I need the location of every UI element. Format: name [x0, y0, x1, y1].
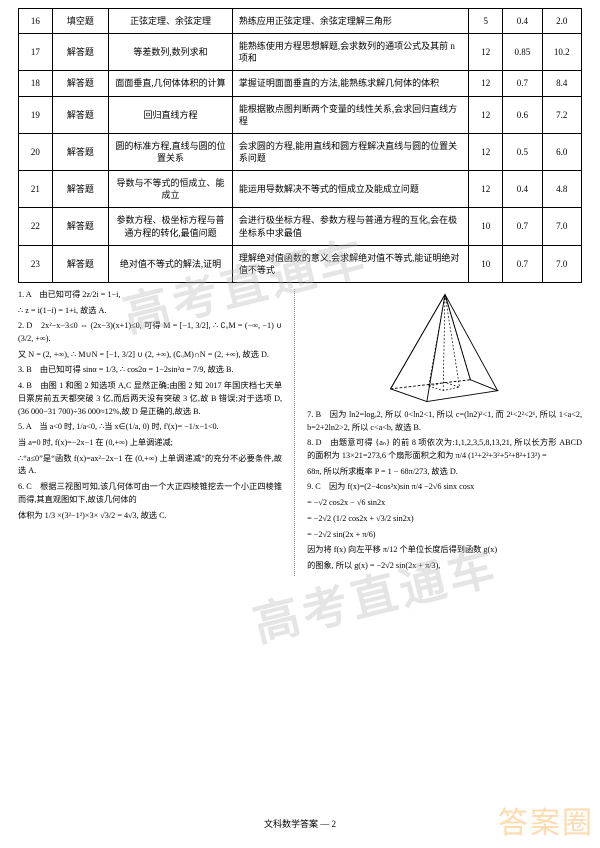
- solution-line: = −√2 cos2x − √6 sin2x: [307, 497, 582, 510]
- solution-line: 6. C 根据三视图可知,该几何体可由一个大正四棱锥挖去一个小正四棱锥而得,其直…: [18, 481, 282, 506]
- table-cell: 7.0: [542, 208, 581, 245]
- table-cell: 21: [19, 171, 53, 208]
- table-cell: 回归直线方程: [109, 96, 233, 133]
- corner-stamp: 答案圈: [498, 798, 594, 842]
- table-cell: 解答题: [52, 133, 108, 170]
- table-cell: 0.4: [503, 171, 542, 208]
- table-cell: 圆的标准方程,直线与圆的位置关系: [109, 133, 233, 170]
- table-cell: 0.85: [503, 34, 542, 71]
- solution-line: = −2√2 (1/2 cos2x + √3/2 sin2x): [307, 513, 582, 526]
- solution-line: 7. B 因为 ln2=logₑ2, 所以 0<ln2<1, 所以 c=(ln2…: [307, 409, 582, 434]
- solution-line: 5. A 当 a<0 时, 1/a<0, ∴当 x∈(1/a, 0) 时, f'…: [18, 421, 282, 434]
- table-cell: 填空题: [52, 9, 108, 34]
- solution-line: 4. B 由图 1 和图 2 知选项 A,C 显然正确;由图 2 知 2017 …: [18, 380, 282, 418]
- table-cell: 熟练应用正弦定理、余弦定理解三角形: [232, 9, 468, 34]
- table-row: 18解答题面面垂直,几何体体积的计算掌握证明面面垂直的方法,能熟练求解几何体的体…: [19, 71, 582, 96]
- solution-line: 因为将 f(x) 向左平移 π/12 个单位长度后得到函数 g(x): [307, 544, 582, 557]
- table-cell: 7.2: [542, 96, 581, 133]
- table-cell: 5: [469, 9, 503, 34]
- table-cell: 12: [469, 171, 503, 208]
- table-cell: 18: [19, 71, 53, 96]
- specification-table: 16填空题正弦定理、余弦定理熟练应用正弦定理、余弦定理解三角形50.42.017…: [18, 8, 582, 283]
- solution-line: 1. A 由已知可得 2z/2i = 1−i,: [18, 289, 282, 302]
- solutions-column-right: 7. B 因为 ln2=logₑ2, 所以 0<ln2<1, 所以 c=(ln2…: [307, 289, 582, 576]
- table-cell: 会求圆的方程,能用直线和圆方程解决直线与圆的位置关系问题: [232, 133, 468, 170]
- solution-line: ∴ z = i(1−i) = 1+i, 故选 A.: [18, 305, 282, 318]
- table-cell: 16: [19, 9, 53, 34]
- table-cell: 绝对值不等式的解法,证明: [109, 245, 233, 282]
- table-row: 17解答题等差数列,数列求和能熟练使用方程思想解题,会求数列的通项公式及其前 n…: [19, 34, 582, 71]
- table-cell: 会进行极坐标方程、参数方程与普通方程的互化,会在极坐标系中求最值: [232, 208, 468, 245]
- table-cell: 掌握证明面面垂直的方法,能熟练求解几何体的体积: [232, 71, 468, 96]
- table-row: 20解答题圆的标准方程,直线与圆的位置关系会求圆的方程,能用直线和圆方程解决直线…: [19, 133, 582, 170]
- table-row: 23解答题绝对值不等式的解法,证明理解绝对值函数的意义,会求解绝对值不等式,能证…: [19, 245, 582, 282]
- solution-line: ∴“a≤0”是“函数 f(x)=ax²−2x−1 在 (0,+∞) 上单调递减”…: [18, 453, 282, 478]
- solution-line: 68π, 所以所求概率 P = 1 − 68π/273, 故选 D.: [307, 466, 582, 479]
- table-cell: 7.0: [542, 245, 581, 282]
- table-cell: 20: [19, 133, 53, 170]
- table-cell: 解答题: [52, 245, 108, 282]
- table-cell: 17: [19, 34, 53, 71]
- table-cell: 0.7: [503, 208, 542, 245]
- table-cell: 等差数列,数列求和: [109, 34, 233, 71]
- solution-line: 9. C 因为 f(x)=(2−4cos²x)sin π/4 −2√6 sinx…: [307, 481, 582, 494]
- table-cell: 能根据散点图判断两个变量的线性关系,会求回归直线方程: [232, 96, 468, 133]
- column-divider: [294, 289, 295, 576]
- table-cell: 12: [469, 96, 503, 133]
- table-cell: 22: [19, 208, 53, 245]
- solution-line: 2. D 2x²−x−3≤0 ⇔ (2x−3)(x+1)≤0, 可得 M = […: [18, 320, 282, 345]
- table-cell: 23: [19, 245, 53, 282]
- table-cell: 解答题: [52, 71, 108, 96]
- table-cell: 面面垂直,几何体体积的计算: [109, 71, 233, 96]
- table-cell: 正弦定理、余弦定理: [109, 9, 233, 34]
- table-cell: 12: [469, 133, 503, 170]
- table-cell: 6.0: [542, 133, 581, 170]
- solution-line: 的图象, 所以 g(x) = −2√2 sin(2x + π/3),: [307, 560, 582, 573]
- table-cell: 解答题: [52, 208, 108, 245]
- table-cell: 4.8: [542, 171, 581, 208]
- table-cell: 导数与不等式的恒成立、能成立: [109, 171, 233, 208]
- solution-line: 当 a=0 时, f(x)=−2x−1 在 (0,+∞) 上单调递减;: [18, 437, 282, 450]
- table-cell: 0.6: [503, 96, 542, 133]
- table-cell: 2.0: [542, 9, 581, 34]
- table-cell: 8.4: [542, 71, 581, 96]
- table-cell: 0.7: [503, 245, 542, 282]
- table-cell: 能熟练使用方程思想解题,会求数列的通项公式及其前 n 项和: [232, 34, 468, 71]
- table-row: 19解答题回归直线方程能根据散点图判断两个变量的线性关系,会求回归直线方程120…: [19, 96, 582, 133]
- page: 16填空题正弦定理、余弦定理熟练应用正弦定理、余弦定理解三角形50.42.017…: [0, 0, 600, 576]
- table-row: 21解答题导数与不等式的恒成立、能成立能运用导数解决不等式的恒成立及能成立问题1…: [19, 171, 582, 208]
- solution-line: 又 N = (2, +∞), ∴ M∪N = [−1, 3/2] ∪ (2, +…: [18, 349, 282, 362]
- table-row: 16填空题正弦定理、余弦定理熟练应用正弦定理、余弦定理解三角形50.42.0: [19, 9, 582, 34]
- table-cell: 能运用导数解决不等式的恒成立及能成立问题: [232, 171, 468, 208]
- table-cell: 12: [469, 34, 503, 71]
- table-cell: 解答题: [52, 171, 108, 208]
- solution-line: = −2√2 sin(2x + π/6): [307, 529, 582, 542]
- table-cell: 10: [469, 245, 503, 282]
- table-cell: 参数方程、极坐标方程与普通方程的转化,最值问题: [109, 208, 233, 245]
- solution-line: 3. B 由已知可得 sinα = 1/3, ∴ cos2α = 1−2sin²…: [18, 364, 282, 377]
- solution-line: 体积为 1/3 ×(3²−1²)×3× √3/2 = 4√3, 故选 C.: [18, 510, 282, 523]
- table-cell: 解答题: [52, 34, 108, 71]
- table-cell: 理解绝对值函数的意义,会求解绝对值不等式,能证明绝对值不等式: [232, 245, 468, 282]
- table-cell: 0.4: [503, 9, 542, 34]
- solutions-area: 1. A 由已知可得 2z/2i = 1−i, ∴ z = i(1−i) = 1+…: [18, 289, 582, 576]
- pyramid-figure: [370, 289, 520, 407]
- table-cell: 19: [19, 96, 53, 133]
- solutions-column-left: 1. A 由已知可得 2z/2i = 1−i, ∴ z = i(1−i) = 1+…: [18, 289, 282, 576]
- table-cell: 0.5: [503, 133, 542, 170]
- table-cell: 0.7: [503, 71, 542, 96]
- solution-line: 8. D 由题意可得 {aₙ} 的前 8 项依次为:1,1,2,3,5,8,13…: [307, 437, 582, 462]
- table-row: 22解答题参数方程、极坐标方程与普通方程的转化,最值问题会进行极坐标方程、参数方…: [19, 208, 582, 245]
- table-cell: 10: [469, 208, 503, 245]
- table-cell: 12: [469, 71, 503, 96]
- table-cell: 解答题: [52, 96, 108, 133]
- table-cell: 10.2: [542, 34, 581, 71]
